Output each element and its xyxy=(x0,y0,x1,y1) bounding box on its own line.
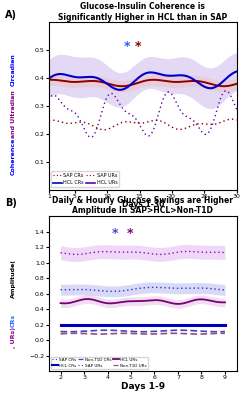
Text: Coherence: Coherence xyxy=(10,137,16,175)
Text: *: * xyxy=(135,40,142,53)
Text: Circadian: Circadian xyxy=(10,53,16,86)
Text: *: * xyxy=(111,227,118,240)
Text: , URs): , URs) xyxy=(10,327,16,348)
X-axis label: Days 1-30: Days 1-30 xyxy=(122,200,164,209)
Text: *: * xyxy=(123,40,130,53)
Text: Amplitude(: Amplitude( xyxy=(10,259,16,298)
Text: and Ultradian: and Ultradian xyxy=(10,91,16,138)
Text: A): A) xyxy=(5,10,17,20)
Text: *: * xyxy=(127,227,133,240)
X-axis label: Days 1-9: Days 1-9 xyxy=(121,382,165,391)
Text: B): B) xyxy=(5,198,17,208)
Legend: SAP CRs, HCL CRs, Non-T1D CRs, SAP URs, HCL URs, Non-T1D URs: SAP CRs, HCL CRs, Non-T1D CRs, SAP URs, … xyxy=(51,357,148,369)
Legend: SAP CRs, HCL CRs, SAP URs, HCL URs: SAP CRs, HCL CRs, SAP URs, HCL URs xyxy=(51,171,119,187)
Title: Glucose-Insulin Coherence is
Significantly Higher in HCL than in SAP: Glucose-Insulin Coherence is Significant… xyxy=(58,2,227,22)
Text: CRs: CRs xyxy=(10,314,16,327)
Title: Daily & Hourly Glucose Swings are Higher
Amplitude In SAP>HCL>Non-T1D: Daily & Hourly Glucose Swings are Higher… xyxy=(52,196,233,215)
